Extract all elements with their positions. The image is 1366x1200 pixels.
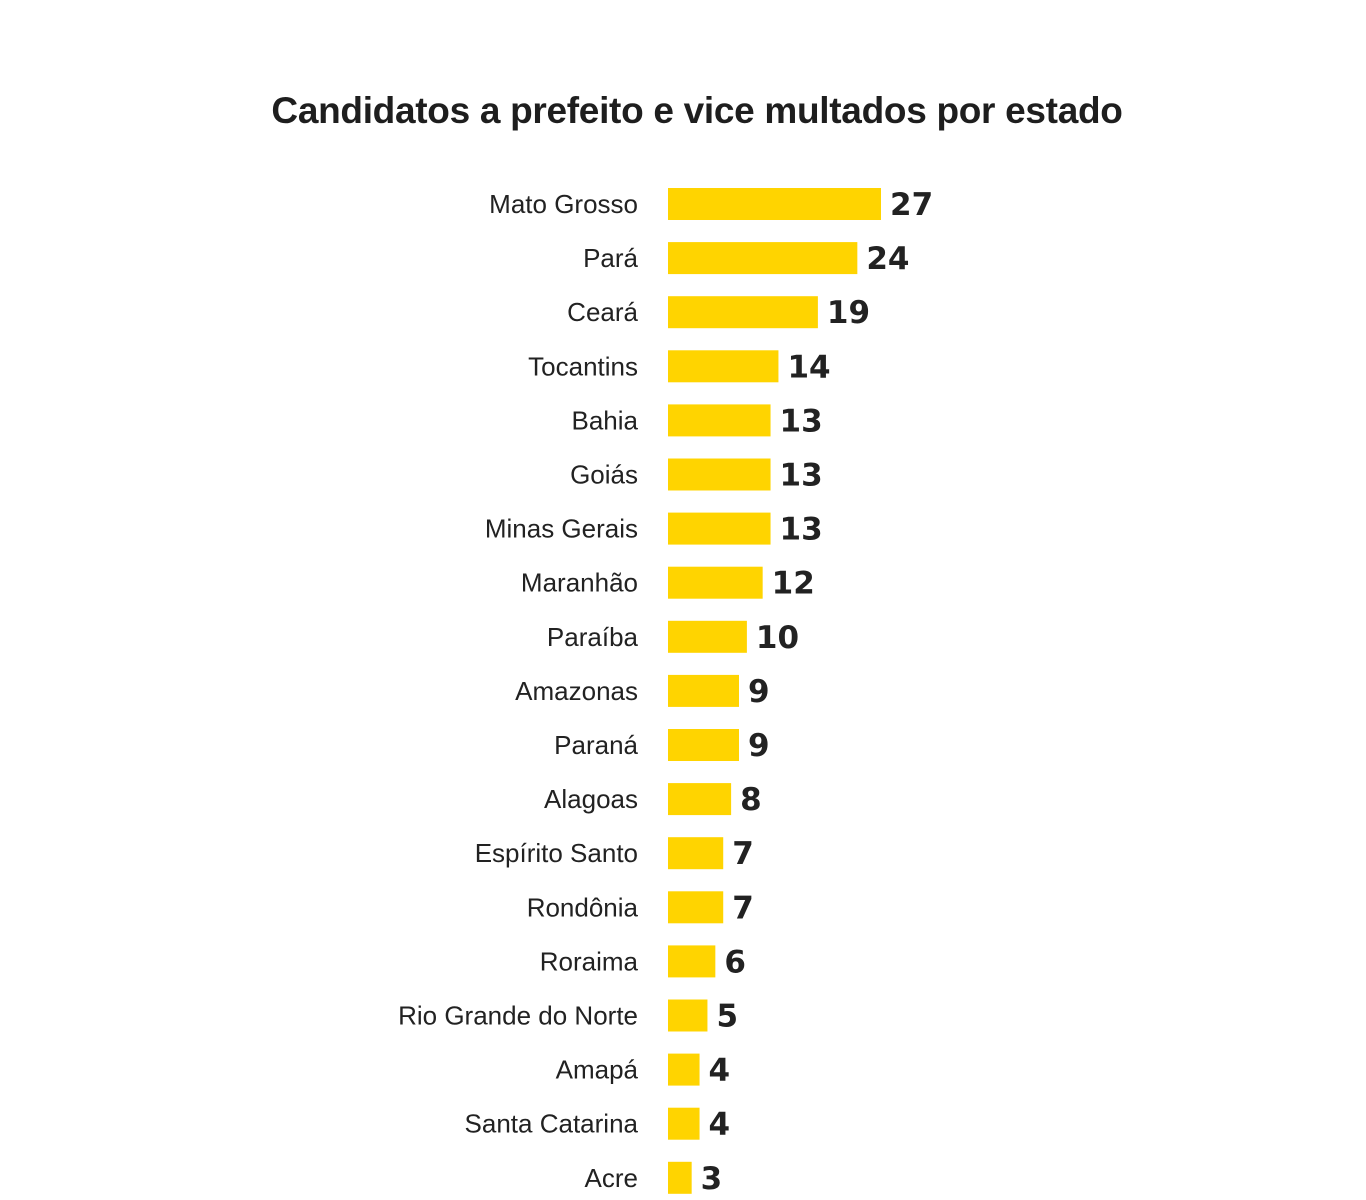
category-label: Pará [583, 243, 638, 273]
category-label: Santa Catarina [465, 1109, 639, 1139]
value-label: 13 [780, 403, 823, 439]
value-label: 4 [709, 1053, 731, 1089]
category-label: Mato Grosso [489, 189, 638, 219]
category-label: Amazonas [515, 676, 638, 706]
value-label: 7 [732, 890, 754, 926]
value-label: 9 [748, 674, 770, 710]
bar [668, 350, 779, 383]
bar [668, 1107, 700, 1140]
value-label: 3 [701, 1161, 723, 1197]
value-label: 24 [866, 241, 909, 277]
category-label: Maranhão [521, 568, 638, 598]
bar [668, 404, 771, 437]
bar [668, 837, 724, 870]
category-label: Goiás [570, 460, 638, 490]
value-label: 13 [780, 458, 823, 494]
value-label: 12 [772, 566, 815, 602]
category-label: Paraná [554, 730, 638, 760]
value-label: 6 [724, 944, 746, 980]
bar [668, 674, 739, 707]
category-label: Ceará [567, 297, 638, 327]
bar [668, 891, 724, 924]
bar [668, 999, 708, 1032]
bar [668, 1161, 692, 1194]
category-label: Amapá [556, 1055, 639, 1085]
category-label: Paraíba [547, 622, 639, 652]
category-label: Bahia [572, 405, 639, 435]
bar [668, 566, 763, 599]
bar [668, 729, 739, 761]
bar [668, 620, 747, 653]
category-label: Rio Grande do Norte [398, 1001, 638, 1031]
bar [668, 458, 771, 491]
value-label: 10 [756, 620, 799, 656]
value-label: 14 [787, 349, 830, 385]
bar [668, 945, 716, 978]
value-label: 13 [780, 512, 823, 548]
category-label: Tocantins [528, 351, 638, 381]
value-label: 8 [740, 782, 762, 818]
value-label: 7 [732, 836, 754, 872]
chart-title: Candidatos a prefeito e vice multados po… [271, 90, 1123, 131]
bar [668, 188, 881, 220]
bar [668, 1053, 700, 1086]
category-label: Acre [585, 1163, 638, 1193]
category-label: Espírito Santo [475, 838, 638, 868]
category-label: Alagoas [544, 784, 638, 814]
value-label: 4 [709, 1107, 731, 1143]
bar [668, 296, 818, 329]
value-label: 19 [827, 295, 870, 331]
value-label: 27 [890, 187, 933, 223]
bar [668, 242, 858, 275]
value-label: 9 [748, 728, 770, 764]
category-label: Minas Gerais [485, 514, 638, 544]
bar [668, 512, 771, 545]
category-label: Rondônia [527, 892, 639, 922]
value-label: 5 [716, 999, 738, 1035]
bar [668, 783, 732, 816]
category-label: Roraima [540, 946, 639, 976]
